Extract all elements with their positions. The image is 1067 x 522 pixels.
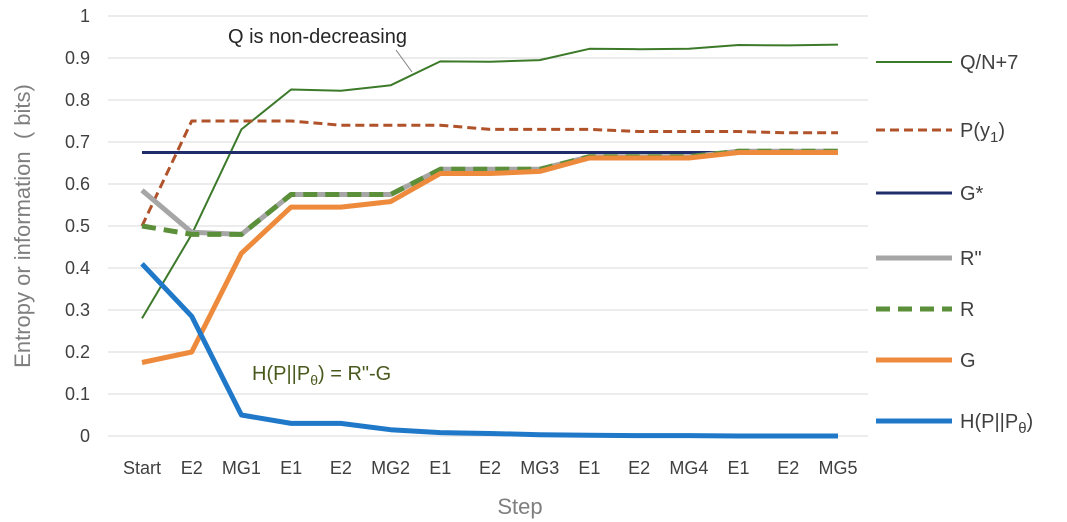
legend-label: Q/N+7 xyxy=(960,52,1018,74)
annotation-leader-line xyxy=(395,49,413,73)
y-tick-label: 0.1 xyxy=(65,384,90,404)
y-tick-label: 0.3 xyxy=(65,300,90,320)
legend-label: G xyxy=(960,350,976,372)
legend-label: G* xyxy=(960,183,984,205)
series-lines xyxy=(140,43,839,439)
x-tick-label: E2 xyxy=(181,458,203,478)
x-tick-label: E1 xyxy=(280,458,302,478)
y-axis-title: Entropy or information ( bits) xyxy=(10,84,35,368)
x-tick-label: E1 xyxy=(728,458,750,478)
y-tick-label: 0.6 xyxy=(65,174,90,194)
annotation-q-note: Q is non-decreasing xyxy=(228,26,407,48)
x-axis-title: Step xyxy=(497,494,542,519)
legend-label: R" xyxy=(960,248,982,270)
y-tick-label: 0.9 xyxy=(65,48,90,68)
series-line xyxy=(141,148,838,237)
series-line xyxy=(141,43,839,319)
series-line xyxy=(140,262,838,439)
legend-label: R xyxy=(960,299,974,321)
annotation-kl-note: H(P||Pθ) = R"-G xyxy=(252,363,391,388)
grid-lines xyxy=(108,15,868,437)
y-tick-label: 0.4 xyxy=(65,258,90,278)
y-tick-label: 0.7 xyxy=(65,132,90,152)
y-tick-labels: 0 0.1 0.2 0.3 0.4 0.5 0.6 0.7 0.8 0.9 1 xyxy=(65,6,90,446)
y-tick-label: 0.8 xyxy=(65,90,90,110)
x-tick-label: E2 xyxy=(330,458,352,478)
series-line xyxy=(140,119,838,227)
x-tick-labels: Start E2 MG1 E1 E2 MG2 E1 E2 MG3 E1 E2 MG4 E1 E2 MG5 xyxy=(123,458,858,478)
y-tick-label: 0.5 xyxy=(65,216,90,236)
x-tick-label: MG3 xyxy=(520,458,559,478)
legend-label: H(P||Pθ) xyxy=(960,411,1033,437)
series-line xyxy=(141,150,838,365)
x-tick-label: MG5 xyxy=(818,458,857,478)
y-tick-label: 1 xyxy=(80,6,90,26)
x-tick-label: E1 xyxy=(578,458,600,478)
x-tick-label: MG1 xyxy=(222,458,261,478)
y-tick-label: 0 xyxy=(80,426,90,446)
legend-label: P(y1) xyxy=(960,120,1005,146)
legend: Q/N+7 P(y1) G* R" R G H(P||Pθ) xyxy=(876,52,1033,437)
x-tick-label: E1 xyxy=(429,458,451,478)
x-tick-label: MG2 xyxy=(371,458,410,478)
x-tick-label: MG4 xyxy=(669,458,708,478)
x-tick-label: Start xyxy=(123,458,161,478)
y-tick-label: 0.2 xyxy=(65,342,90,362)
x-tick-label: E2 xyxy=(628,458,650,478)
annotations: Q is non-decreasing H(P||Pθ) = R"-G xyxy=(228,26,413,388)
x-tick-label: E2 xyxy=(777,458,799,478)
x-tick-label: E2 xyxy=(479,458,501,478)
series-line xyxy=(140,148,838,237)
